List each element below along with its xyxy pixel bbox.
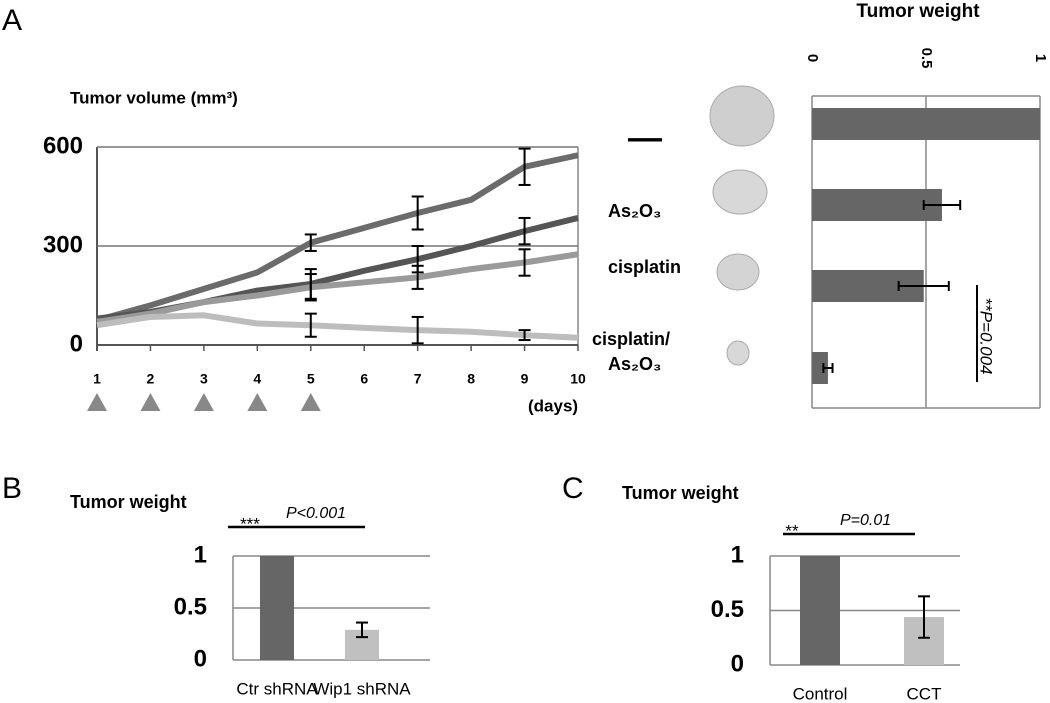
line-series <box>96 312 579 341</box>
treatment-marker <box>193 393 214 411</box>
x-tick-label: 10 <box>570 371 586 387</box>
y-tick-label: 600 <box>43 132 83 159</box>
category-label: CCT <box>907 684 942 703</box>
chart-title: Tumor weight <box>856 1 980 22</box>
bar <box>812 189 942 221</box>
panel-label: A <box>2 4 22 37</box>
category-label: cisplatin/As₂O₃ <box>592 329 670 374</box>
line-series <box>96 251 579 325</box>
x-tick-label: 0.5 <box>918 48 935 69</box>
tumor-photos <box>709 85 775 366</box>
y-tick-label: 0.5 <box>711 596 744 623</box>
y-tick-label: 300 <box>43 231 83 258</box>
treatment-marker <box>140 393 161 411</box>
x-tick-label: 6 <box>360 371 368 387</box>
tumor-photo <box>726 340 750 366</box>
y-tick-label: 0 <box>194 645 207 672</box>
y-tick-label: 0 <box>731 650 744 677</box>
p-value: P<0.001 <box>286 505 346 522</box>
tumor-photo <box>712 169 768 215</box>
significance-stars: ** <box>785 521 799 540</box>
y-tick-label: 0.5 <box>174 593 207 620</box>
tumor-photo <box>709 85 775 147</box>
category-label: Ctr shRNA <box>236 679 318 698</box>
line-series <box>96 152 579 324</box>
category-label: cisplatin <box>608 257 681 277</box>
bar <box>812 352 828 384</box>
tumor-photo <box>716 253 760 291</box>
chart-title: Tumor weight <box>70 492 187 512</box>
panel-label: B <box>2 472 22 505</box>
category-label: Wip1 shRNA <box>313 679 411 698</box>
significance-label: **P=0.004 <box>977 297 996 374</box>
y-axis-title: Tumor volume (mm³) <box>70 88 238 107</box>
x-tick-label: 7 <box>414 371 422 387</box>
treatment-marker <box>247 393 268 411</box>
x-tick-label: 1 <box>93 371 101 387</box>
x-tick-label: 0 <box>804 54 821 62</box>
x-axis-title: (days) <box>528 396 578 415</box>
significance-stars: *** <box>240 514 260 533</box>
y-tick-label: 0 <box>70 330 83 357</box>
treatment-marker <box>87 393 107 411</box>
category-label: Control <box>793 684 848 703</box>
bar <box>260 556 294 660</box>
x-tick-label: 1 <box>1032 54 1049 62</box>
x-tick-label: 5 <box>307 371 315 387</box>
treatment-marker <box>300 393 321 411</box>
x-tick-label: 3 <box>200 371 208 387</box>
bar <box>812 108 1040 140</box>
y-tick-label: 1 <box>194 541 207 568</box>
x-tick-label: 8 <box>467 371 475 387</box>
x-tick-label: 9 <box>521 371 529 387</box>
y-tick-label: 1 <box>731 541 744 568</box>
panel-label: C <box>562 472 584 505</box>
chart-title: Tumor weight <box>622 483 739 503</box>
category-label: — <box>628 119 662 157</box>
p-value: P=0.01 <box>840 512 891 529</box>
x-tick-label: 4 <box>253 371 261 387</box>
x-tick-label: 2 <box>147 371 155 387</box>
category-label: As₂O₃ <box>608 201 661 221</box>
bar <box>800 556 840 665</box>
